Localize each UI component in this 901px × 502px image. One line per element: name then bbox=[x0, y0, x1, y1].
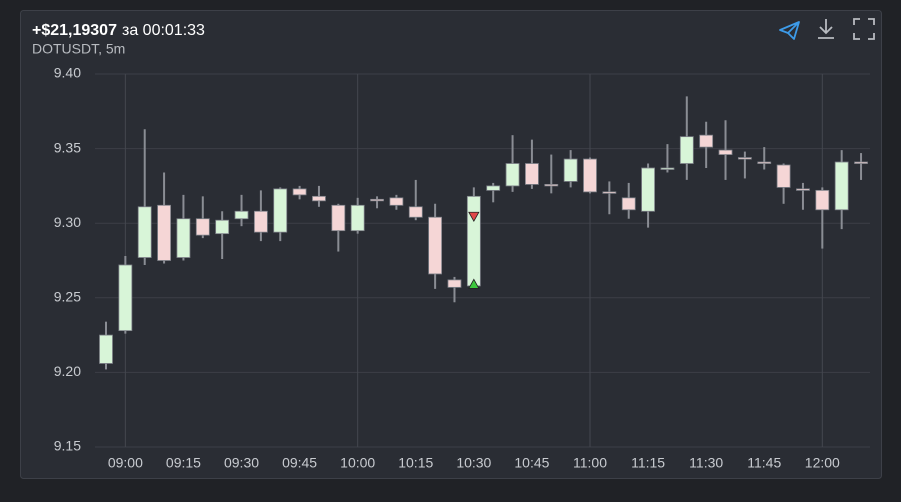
candle-body bbox=[428, 216, 443, 275]
candle-body bbox=[215, 219, 230, 235]
candle-body bbox=[466, 195, 481, 287]
y-tick-label: 9.40 bbox=[54, 65, 81, 81]
candle-body bbox=[699, 134, 714, 148]
x-tick-label: 11:15 bbox=[631, 455, 665, 471]
candle-body bbox=[602, 191, 617, 194]
candle-body bbox=[176, 218, 191, 258]
candle-body bbox=[118, 264, 133, 332]
y-tick-label: 9.35 bbox=[54, 139, 81, 155]
y-tick-label: 9.20 bbox=[54, 363, 81, 379]
candle-body bbox=[408, 206, 423, 218]
candle-body bbox=[137, 206, 152, 258]
trade-marker bbox=[468, 278, 480, 289]
fullscreen-icon[interactable] bbox=[853, 18, 875, 40]
x-tick-label: 09:00 bbox=[108, 455, 143, 471]
candle-body bbox=[660, 167, 675, 170]
candle-body bbox=[447, 279, 462, 288]
candle-body bbox=[331, 204, 346, 232]
x-tick-label: 11:45 bbox=[747, 455, 781, 471]
candle-body bbox=[234, 210, 249, 220]
y-tick-label: 9.30 bbox=[54, 214, 81, 230]
candle-body bbox=[312, 195, 326, 202]
candle-body bbox=[273, 188, 288, 233]
candle-body bbox=[718, 149, 733, 155]
candle-body bbox=[350, 204, 365, 232]
candle-body bbox=[757, 161, 772, 164]
candle-body bbox=[679, 136, 694, 164]
candle-body bbox=[815, 189, 830, 211]
candle-body bbox=[796, 188, 810, 191]
candle-body bbox=[563, 158, 578, 182]
y-tick-label: 9.25 bbox=[54, 289, 81, 305]
candle-body bbox=[525, 163, 539, 185]
y-tick-label: 9.15 bbox=[54, 438, 81, 454]
candle-body bbox=[621, 197, 636, 211]
candle-body bbox=[544, 184, 559, 187]
x-tick-label: 12:00 bbox=[805, 455, 840, 471]
duration: за 00:01:33 bbox=[122, 22, 205, 39]
candle-body bbox=[157, 204, 171, 261]
x-tick-label: 09:45 bbox=[282, 455, 317, 471]
download-icon[interactable] bbox=[818, 19, 834, 39]
x-tick-label: 10:15 bbox=[398, 455, 433, 471]
candle-body bbox=[583, 158, 597, 193]
candle-body bbox=[854, 161, 868, 164]
profit: +$21,19307 bbox=[32, 22, 117, 39]
candle-body bbox=[292, 188, 307, 196]
candle-body bbox=[99, 334, 113, 364]
chart-title: +$21,19307 за 00:01:33 bbox=[32, 22, 205, 39]
trade-marker bbox=[468, 211, 480, 223]
share-icon[interactable] bbox=[779, 21, 800, 40]
candle-body bbox=[776, 164, 791, 188]
x-tick-label: 10:30 bbox=[456, 455, 491, 471]
candle-body bbox=[737, 157, 752, 160]
candle-body bbox=[389, 197, 404, 206]
candle-body bbox=[195, 218, 210, 236]
candle-body bbox=[486, 185, 501, 191]
panel bbox=[20, 10, 882, 479]
x-tick-label: 10:00 bbox=[340, 455, 375, 471]
x-tick-label: 09:30 bbox=[224, 455, 259, 471]
x-tick-label: 10:45 bbox=[514, 455, 549, 471]
x-tick-label: 11:30 bbox=[689, 455, 723, 471]
candle-body bbox=[253, 210, 268, 233]
x-tick-label: 09:15 bbox=[166, 455, 201, 471]
candle-body bbox=[505, 163, 520, 187]
candle-body bbox=[834, 161, 849, 211]
chart-subtitle: DOTUSDT, 5m bbox=[32, 41, 125, 57]
candle-body bbox=[370, 198, 384, 202]
x-tick-label: 11:00 bbox=[573, 455, 607, 471]
plot: 9.15 9.20 9.25 9.30 9.35 9.40 09:00 09:15 09:30 0… bbox=[54, 65, 870, 471]
candle-body bbox=[641, 167, 655, 212]
